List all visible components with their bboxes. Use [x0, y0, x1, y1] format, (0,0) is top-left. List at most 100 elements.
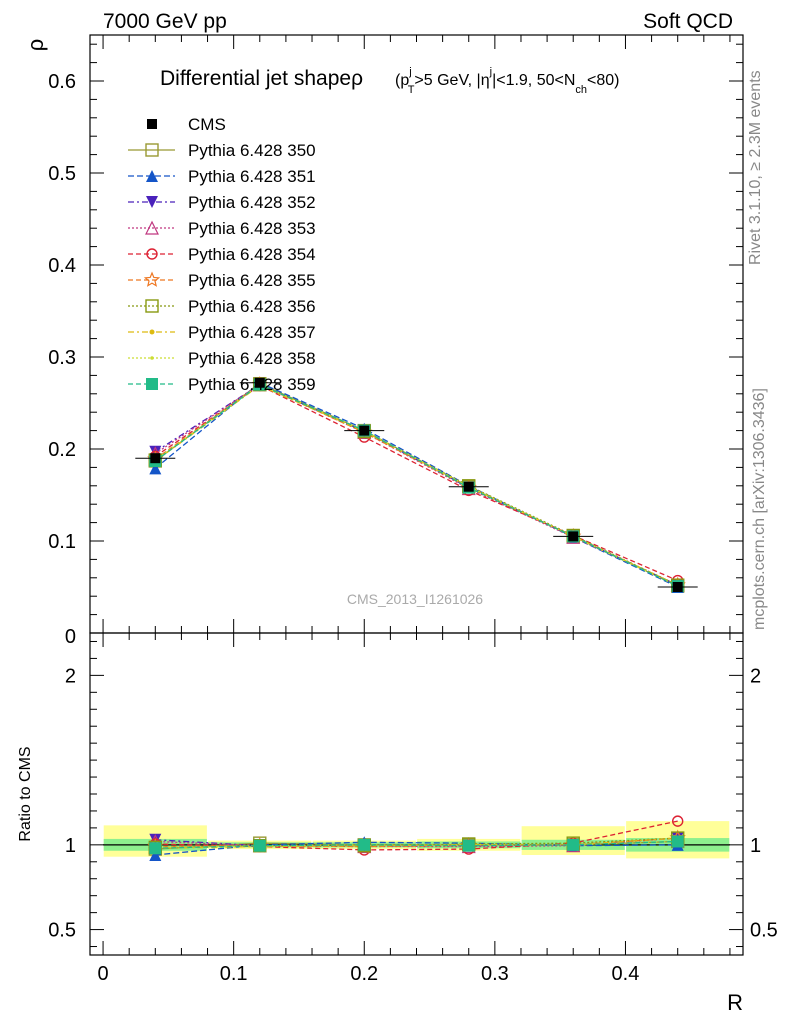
y-tick-label: 0.5 — [48, 163, 76, 185]
x-tick-label: 0.2 — [350, 963, 378, 985]
ratio-y-tick-label: 0.5 — [48, 920, 76, 942]
ratio-y-tick-label-right: 0.5 — [750, 920, 778, 942]
open-circle-marker — [672, 815, 684, 827]
main-y-axis-label: ρ — [23, 39, 48, 52]
square-marker — [672, 582, 683, 592]
x-tick-label: 0.1 — [220, 963, 248, 985]
square-marker — [567, 838, 580, 851]
triangle-up-marker — [146, 170, 158, 182]
chart-title-main: Differential jet shape — [160, 67, 351, 90]
series-line — [154, 383, 678, 586]
chart-title-rho: ρ — [351, 67, 363, 90]
series-line — [154, 383, 678, 586]
x-tick-label: 0 — [97, 963, 108, 985]
series-line — [154, 383, 678, 587]
y-tick-label: 0.4 — [48, 255, 76, 277]
header-left: 7000 GeV pp — [103, 10, 227, 33]
legend: CMS Pythia 6.428 350 Pythia 6.428 351 Pythi… — [128, 115, 316, 394]
ratio-series-line — [155, 841, 678, 856]
chart-title: Differential jet shapeρ — [160, 67, 363, 90]
title-cuts-eta-sup: j — [489, 66, 492, 78]
small-dot-marker — [150, 356, 154, 360]
square-marker — [359, 425, 370, 436]
legend-label: Pythia 6.428 358 — [188, 349, 316, 368]
title-cuts-pt-sub: T — [408, 84, 415, 96]
triangle-up-marker — [149, 462, 162, 475]
ratio-series-line — [155, 840, 678, 849]
square-marker — [463, 481, 474, 492]
ratio-series-line — [155, 820, 678, 851]
dot-marker — [149, 329, 155, 335]
series-line — [154, 382, 678, 588]
open-circle-marker — [146, 248, 158, 260]
ratio-plot-frame — [89, 632, 744, 956]
open-triangle-marker — [145, 220, 159, 235]
series-line — [154, 382, 678, 587]
square-marker — [358, 838, 371, 851]
title-cuts-eta: |<1.9, 50<N — [492, 72, 575, 89]
chart-title-cuts: (pj T>5 GeV, |ηj|<1.9, 50<Nch<80) — [395, 66, 619, 96]
legend-label: Pythia 6.428 354 — [188, 245, 316, 264]
open-star-marker — [143, 271, 161, 287]
legend-label: Pythia 6.428 357 — [188, 323, 316, 342]
y-tick-label: 0.6 — [48, 71, 76, 93]
ratio-y-tick-labels: 0.5 0.5 1 1 2 2 — [48, 665, 778, 941]
title-cuts-open: (p — [395, 72, 409, 89]
square-marker — [146, 378, 158, 390]
ratio-y-tick-label-right: 2 — [750, 665, 761, 687]
y-tick-label: 0.1 — [48, 531, 76, 553]
ratio-series-group — [147, 815, 686, 862]
rivet-label: Rivet 3.1.10, ≥ 2.3M events — [747, 70, 764, 265]
ratio-y-tick-label-right: 1 — [750, 835, 761, 857]
triangle-up-marker — [149, 849, 162, 862]
title-cuts-pt: >5 GeV, |η — [414, 72, 489, 89]
main-series-group — [135, 376, 698, 593]
series-line — [154, 383, 678, 587]
legend-label: Pythia 6.428 350 — [188, 141, 316, 160]
square-marker — [568, 531, 579, 542]
square-marker — [462, 839, 475, 852]
mcplots-label: mcplots.cern.ch [arXiv:1306.3436] — [751, 388, 768, 630]
x-tick-label: 0.3 — [481, 963, 509, 985]
legend-label-cms: CMS — [188, 115, 226, 134]
square-marker — [671, 835, 684, 848]
square-marker — [149, 842, 162, 855]
square-marker — [150, 453, 161, 464]
square-marker — [147, 119, 157, 129]
series-line — [154, 383, 678, 586]
main-y-tick-labels: 0.1 0.2 0.3 0.4 0.5 0.6 — [48, 71, 76, 553]
series-line — [154, 384, 678, 586]
series-line — [154, 383, 678, 586]
legend-label: Pythia 6.428 355 — [188, 271, 316, 290]
legend-label: Pythia 6.428 353 — [188, 219, 316, 238]
square-marker — [253, 839, 266, 852]
main-plot-panel: 0.1 0.2 0.3 0.4 0.5 0.6 ρ 0 Differential jet … — [23, 34, 744, 648]
triangle-down-marker — [146, 196, 158, 208]
x-tick-labels: 0 0.1 0.2 0.3 0.4 — [97, 963, 639, 985]
ratio-series-line — [155, 837, 678, 848]
ratio-y-tick-label: 2 — [65, 665, 76, 687]
title-cuts-close: <80) — [587, 72, 619, 89]
square-marker — [254, 377, 265, 388]
ratio-axis-ticks — [90, 633, 743, 955]
main-axis-ticks — [90, 35, 743, 634]
analysis-watermark: CMS_2013_I1261026 — [347, 591, 483, 607]
legend-label: Pythia 6.428 359 — [188, 375, 316, 394]
header-right: Soft QCD — [643, 10, 733, 33]
legend-label: Pythia 6.428 352 — [188, 193, 316, 212]
main-y-zero-label: 0 — [65, 626, 76, 648]
ratio-plot-panel: 0.5 0.5 1 1 2 2 0 0.1 0.2 0.3 0.4 Ratio to CMS R — [17, 632, 778, 1015]
open-square-marker — [145, 143, 159, 157]
x-axis-label: R — [727, 990, 743, 1015]
x-tick-label: 0.4 — [612, 963, 640, 985]
open-square-marker — [145, 299, 159, 313]
title-cuts-nch-sub: ch — [575, 84, 587, 96]
series-line — [154, 384, 678, 582]
y-tick-label: 0.2 — [48, 439, 76, 461]
ratio-y-tick-label: 1 — [65, 835, 76, 857]
y-tick-label: 0.3 — [48, 347, 76, 369]
ratio-y-axis-label: Ratio to CMS — [17, 746, 34, 841]
ratio-series-line — [155, 840, 678, 849]
legend-label: Pythia 6.428 356 — [188, 297, 316, 316]
